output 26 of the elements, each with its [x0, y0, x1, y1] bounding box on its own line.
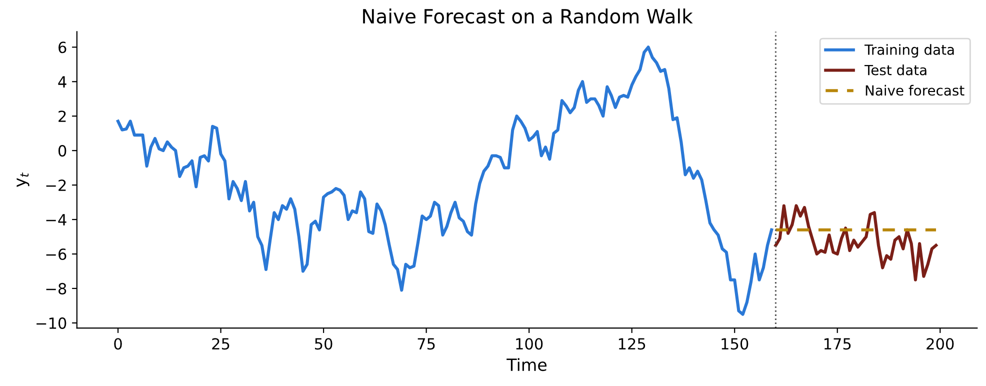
y-tick-label: −6 — [46, 248, 66, 260]
y-tick-label: −4 — [46, 214, 66, 226]
y-tick-label: 2 — [58, 110, 66, 122]
y-tick-label: −8 — [46, 282, 66, 294]
line-series — [774, 204, 938, 282]
x-tick-label: 0 — [114, 338, 122, 350]
y-tick-label: 6 — [58, 42, 66, 54]
y-tick-label: 0 — [58, 145, 66, 157]
legend-label: Naive forecast — [866, 84, 964, 96]
legend-label: Training data — [864, 44, 954, 58]
x-tick-label: 200 — [926, 338, 954, 350]
x-tick-label: 150 — [722, 338, 748, 350]
chart-title: Naive Forecast on a Random Walk — [363, 8, 693, 24]
x-axis-title: Time — [506, 358, 547, 372]
x-tick-label: 25 — [212, 338, 230, 350]
y-axis-title: y$_{t}$ — [16, 172, 30, 187]
x-tick-label: 175 — [824, 338, 851, 350]
legend-label: Test data — [864, 64, 926, 76]
y-tick-label: −10 — [36, 317, 66, 329]
line-series — [116, 46, 774, 316]
x-tick-label: 75 — [418, 338, 435, 350]
y-tick-label: −2 — [46, 180, 66, 191]
x-tick-label: 100 — [516, 338, 543, 350]
x-tick-label: 50 — [315, 338, 332, 350]
x-tick-label: 125 — [618, 338, 646, 350]
y-tick-label: 4 — [58, 76, 66, 88]
